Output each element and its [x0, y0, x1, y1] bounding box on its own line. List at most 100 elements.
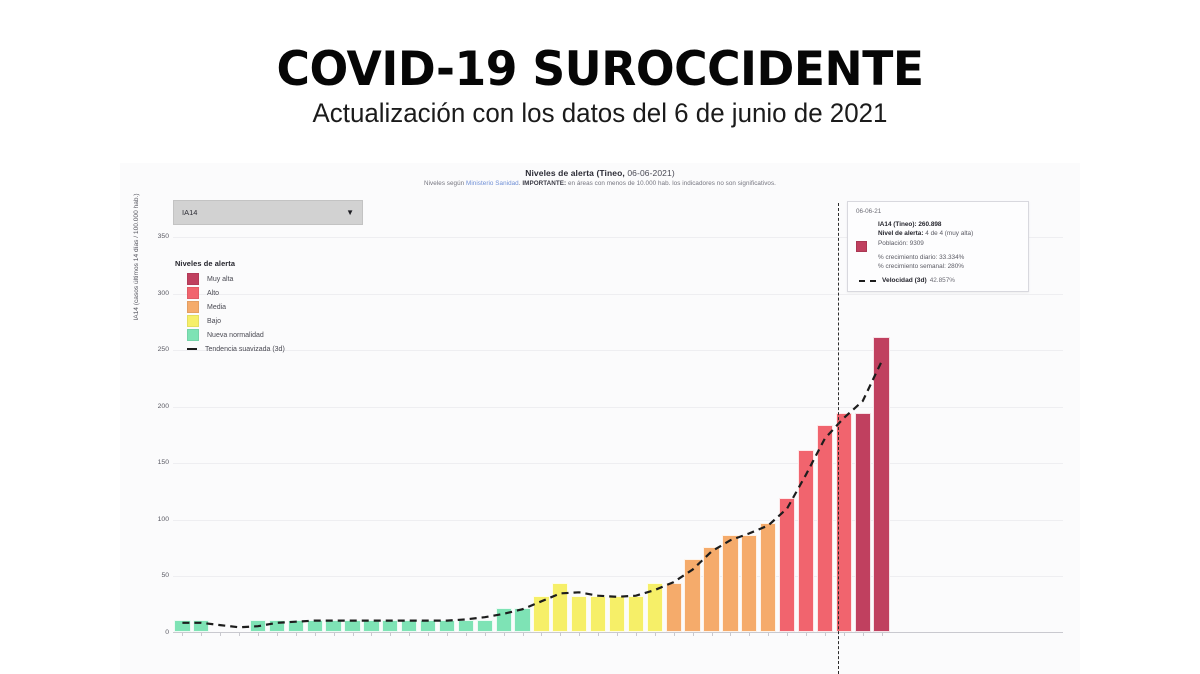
bar[interactable] — [476, 619, 493, 632]
tooltip-crec-diario-value: 33.334% — [939, 253, 965, 261]
legend-item-label: Alto — [207, 289, 220, 297]
tooltip-poblacion-row: Población: 9309 — [878, 239, 1020, 248]
bar[interactable] — [325, 619, 342, 632]
x-tick — [598, 632, 600, 636]
bar[interactable] — [401, 619, 418, 632]
x-tick — [276, 632, 278, 636]
chart-container: Niveles de alerta (Tineo, 06-06-2021) Ni… — [120, 163, 1080, 674]
legend-item[interactable]: Nueva normalidad — [175, 328, 285, 342]
x-tick — [881, 632, 883, 636]
y-tick-label: 100 — [157, 515, 169, 523]
bar[interactable] — [835, 413, 852, 632]
legend-item[interactable]: Bajo — [175, 314, 285, 328]
bar[interactable] — [684, 559, 701, 632]
legend-item-trend[interactable]: Tendencia suavizada (3d) — [175, 342, 285, 356]
x-tick — [711, 632, 713, 636]
metric-select[interactable]: IA14 ▼ — [173, 200, 363, 225]
x-tick — [371, 632, 373, 636]
legend-color-swatch — [187, 273, 199, 285]
subtitle-mid: . — [518, 180, 523, 187]
gridline — [173, 519, 1063, 521]
x-tick — [805, 632, 807, 636]
x-tick — [560, 632, 562, 636]
bar[interactable] — [797, 449, 815, 632]
bar[interactable] — [703, 546, 720, 632]
x-tick — [787, 632, 789, 636]
x-tick — [295, 632, 297, 636]
tooltip-crec-diario-row: % crecimiento diario: 33.334% — [878, 253, 1020, 262]
tooltip-ia14-row: IA14 (Tineo): 260.898 — [878, 220, 1020, 229]
legend-title: Niveles de alerta — [175, 259, 236, 268]
bar[interactable] — [533, 595, 550, 632]
bar[interactable] — [665, 583, 682, 632]
bar[interactable] — [571, 595, 588, 632]
y-tick-label: 250 — [157, 346, 169, 354]
bar[interactable] — [457, 619, 474, 632]
bar[interactable] — [608, 595, 626, 632]
gridline — [173, 293, 1063, 295]
tooltip-nivel-value: 4 de 4 (muy alta) — [925, 230, 974, 238]
tooltip-crec-diario-label: % crecimiento diario: — [878, 253, 938, 261]
gridline — [173, 237, 1063, 238]
x-tick — [333, 632, 335, 636]
y-tick-label: 0 — [165, 629, 169, 636]
tooltip-crec-semanal-row: % crecimiento semanal: 280% — [878, 262, 1020, 271]
x-tick — [465, 632, 467, 636]
tooltip-crec-semanal-label: % crecimiento semanal: — [878, 263, 946, 271]
tooltip-velocidad-value: 42.857% — [929, 277, 955, 285]
bar[interactable] — [646, 583, 663, 632]
trend-line — [182, 361, 883, 629]
bar-series — [173, 237, 1063, 636]
x-tick — [541, 632, 543, 636]
x-tick — [428, 632, 430, 636]
tooltip-date: 06-06-21 — [856, 208, 882, 215]
chart-title-text: Niveles de alerta (Tineo, — [525, 168, 625, 178]
ministerio-sanidad-link[interactable]: Ministerio Sanidad — [466, 180, 519, 187]
page-header: COVID-19 SUROCCIDENTE Actualización con … — [0, 0, 1200, 129]
chart-subtitle: Niveles según Ministerio Sanidad. IMPORT… — [120, 180, 1080, 187]
subtitle-prefix: Niveles según — [424, 180, 467, 187]
bar[interactable] — [363, 619, 380, 632]
x-tick — [503, 632, 505, 636]
bar[interactable] — [873, 336, 890, 632]
dashed-line-icon — [187, 348, 197, 350]
bar[interactable] — [741, 534, 758, 632]
legend-item[interactable]: Media — [175, 300, 285, 314]
x-tick — [409, 632, 411, 636]
metric-select-value: IA14 — [182, 208, 198, 217]
gridline — [173, 406, 1063, 408]
x-tick — [390, 632, 392, 636]
page-title: COVID-19 SUROCCIDENTE — [276, 42, 924, 97]
alert-color-swatch — [856, 241, 867, 252]
bar[interactable] — [722, 534, 739, 632]
x-tick — [862, 632, 864, 636]
chart-tooltip: 06-06-21 IA14 (Tineo): 260.898 Nivel de … — [847, 201, 1029, 293]
x-tick — [220, 632, 222, 636]
subtitle-post: en áreas con menos de 10.000 hab. los in… — [566, 180, 776, 187]
tooltip-nivel-row: Nivel de alerta: 4 de 4 (muy alta) — [878, 229, 1020, 238]
tooltip-velocidad-label: Velocidad (3d) — [882, 277, 927, 285]
legend-item[interactable]: Muy alta — [175, 272, 285, 286]
bar[interactable] — [816, 425, 833, 632]
y-tick-label: 150 — [157, 459, 169, 467]
subtitle-important: IMPORTANTE: — [522, 180, 567, 187]
tooltip-nivel-label: Nivel de alerta: — [878, 230, 924, 238]
y-tick-label: 50 — [161, 572, 169, 580]
x-tick — [182, 632, 184, 636]
x-tick — [824, 632, 826, 636]
bar[interactable] — [854, 413, 871, 632]
legend-item-label: Muy alta — [207, 275, 234, 283]
page-subtitle: Actualización con los datos del 6 de jun… — [312, 98, 888, 128]
legend-item[interactable]: Alto — [175, 286, 285, 300]
x-tick — [843, 632, 845, 636]
chevron-down-icon: ▼ — [346, 208, 354, 217]
dashed-line-icon — [859, 279, 876, 282]
legend-item-label: Nueva normalidad — [207, 331, 264, 339]
x-tick — [352, 632, 354, 636]
bar[interactable] — [760, 522, 777, 632]
bar[interactable] — [778, 498, 796, 632]
y-tick-label: 300 — [157, 289, 169, 297]
tooltip-poblacion-value: 9309 — [909, 239, 924, 247]
tooltip-lines: IA14 (Tineo): 260.898 Nivel de alerta: 4… — [878, 220, 1020, 271]
chart-title: Niveles de alerta (Tineo, 06-06-2021) — [120, 168, 1080, 178]
